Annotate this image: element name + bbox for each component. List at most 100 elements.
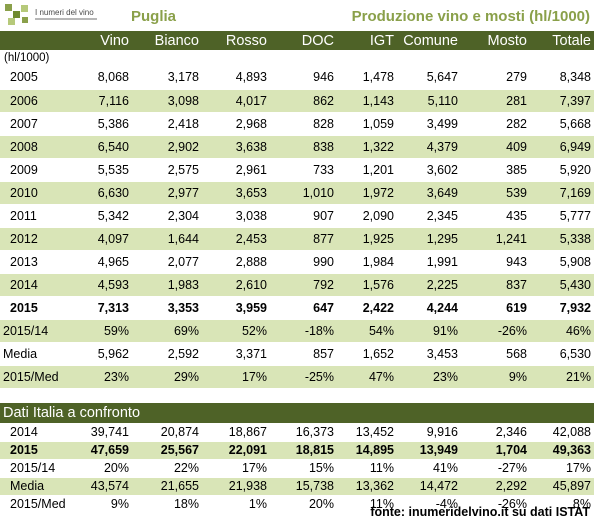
table-cell: 1,201 xyxy=(337,158,397,182)
table-cell: 13,452 xyxy=(337,423,397,442)
empty-cell xyxy=(0,388,72,403)
table-cell: 15% xyxy=(270,459,337,478)
table-row: 2009 5,535 2,575 2,961 733 1,201 3,602 385 5,920 xyxy=(0,158,594,182)
table-cell: 1% xyxy=(202,495,270,514)
table-row: 2014 4,593 1,983 2,610 792 1,576 2,225 837 5,430 xyxy=(0,273,594,297)
column-header-row: Vino Bianco Rosso DOC IGT Comune Mosto Totale xyxy=(0,31,594,50)
table-cell: 4,244 xyxy=(397,296,461,320)
table-cell: 385 xyxy=(461,158,530,182)
table-cell: 2,961 xyxy=(202,158,270,182)
page-title: Produzione vino e mosti (hl/1000) xyxy=(351,8,590,25)
table-cell: 647 xyxy=(270,296,337,320)
table-cell: 6,630 xyxy=(72,181,132,205)
table-cell: 7,313 xyxy=(72,296,132,320)
table-cell: 1,478 xyxy=(337,66,397,90)
empty-cell xyxy=(72,388,132,403)
table-cell: -18% xyxy=(270,319,337,343)
italy-row: 2015/14 20% 22% 17% 15% 11% 41% -27% 17% xyxy=(0,459,594,478)
table-row: 2008 6,540 2,902 3,638 838 1,322 4,379 409 6,949 xyxy=(0,135,594,159)
table-cell: 857 xyxy=(270,342,337,366)
table-cell: 45,897 xyxy=(530,477,594,496)
table-cell: 20% xyxy=(270,495,337,514)
row-label: 2006 xyxy=(0,89,72,113)
table-cell: 22,091 xyxy=(202,441,270,460)
table-row: 2006 7,116 3,098 4,017 862 1,143 5,110 281 7,397 xyxy=(0,89,594,113)
table-row: 2013 4,965 2,077 2,888 990 1,984 1,991 943 5,908 xyxy=(0,250,594,274)
table-cell: 2,090 xyxy=(337,204,397,228)
table-cell: 838 xyxy=(270,135,337,159)
spacer-row xyxy=(0,388,594,403)
table-cell: 8,068 xyxy=(72,66,132,90)
table-cell: 69% xyxy=(132,319,202,343)
production-table: Vino Bianco Rosso DOC IGT Comune Mosto Totale (h… xyxy=(0,31,594,514)
table-cell: 17% xyxy=(202,459,270,478)
row-label: 2014 xyxy=(0,273,72,297)
table-cell: 17% xyxy=(202,365,270,389)
table-cell: 3,038 xyxy=(202,204,270,228)
table-cell: 539 xyxy=(461,181,530,205)
table-cell: 5,386 xyxy=(72,112,132,136)
row-label: 2010 xyxy=(0,181,72,205)
table-cell: 837 xyxy=(461,273,530,297)
column-header: Totale xyxy=(530,31,594,50)
empty-cell xyxy=(337,388,397,403)
empty-cell xyxy=(461,50,530,66)
table-cell: 435 xyxy=(461,204,530,228)
table-cell: 7,169 xyxy=(530,181,594,205)
column-header: Vino xyxy=(72,31,132,50)
column-header: IGT xyxy=(337,31,397,50)
table-cell: 17% xyxy=(530,459,594,478)
table-cell: 877 xyxy=(270,227,337,251)
table-cell: 1,322 xyxy=(337,135,397,159)
table-cell: 5,110 xyxy=(397,89,461,113)
table-cell: 13,362 xyxy=(337,477,397,496)
table-cell: 1,925 xyxy=(337,227,397,251)
column-header: Mosto xyxy=(461,31,530,50)
table-row: 2005 8,068 3,178 4,893 946 1,478 5,647 279 8,348 xyxy=(0,66,594,90)
table-cell: 21,655 xyxy=(132,477,202,496)
table-cell: 2,902 xyxy=(132,135,202,159)
table-cell: 1,972 xyxy=(337,181,397,205)
empty-cell xyxy=(72,50,132,66)
table-cell: 20,874 xyxy=(132,423,202,442)
table-cell: 1,704 xyxy=(461,441,530,460)
table-cell: 9,916 xyxy=(397,423,461,442)
table-cell: -27% xyxy=(461,459,530,478)
table-cell: -25% xyxy=(270,365,337,389)
table-cell: -4% xyxy=(397,495,461,514)
table-cell: 7,932 xyxy=(530,296,594,320)
table-cell: 2,346 xyxy=(461,423,530,442)
table-cell: 39,741 xyxy=(72,423,132,442)
italy-section-title: Dati Italia a confronto xyxy=(0,403,594,423)
column-header: Rosso xyxy=(202,31,270,50)
source-footer: fonte: inumeridelvino.it su dati ISTAT xyxy=(370,505,590,519)
table-cell: -26% xyxy=(461,495,530,514)
logo: I numeri del vino xyxy=(3,2,103,28)
italy-row: 2015 47,659 25,567 22,091 18,815 14,895 13,949… xyxy=(0,441,594,460)
table-cell: 3,638 xyxy=(202,135,270,159)
table-cell: 13,949 xyxy=(397,441,461,460)
table-cell: 8% xyxy=(530,495,594,514)
table-cell: 4,379 xyxy=(397,135,461,159)
italy-row: 2014 39,741 20,874 18,867 16,373 13,452 9,916 2… xyxy=(0,423,594,442)
table-cell: 3,959 xyxy=(202,296,270,320)
table-cell: 47% xyxy=(337,365,397,389)
table-cell: 2,610 xyxy=(202,273,270,297)
empty-cell xyxy=(132,388,202,403)
table-cell: 5,920 xyxy=(530,158,594,182)
table-cell: 41% xyxy=(397,459,461,478)
table-cell: 3,649 xyxy=(397,181,461,205)
table-cell: 1,991 xyxy=(397,250,461,274)
table-cell: 14,472 xyxy=(397,477,461,496)
row-label: 2009 xyxy=(0,158,72,182)
empty-cell xyxy=(270,388,337,403)
table-cell: 2,422 xyxy=(337,296,397,320)
table-cell: 3,653 xyxy=(202,181,270,205)
table-cell: 2,304 xyxy=(132,204,202,228)
table-cell: 49,363 xyxy=(530,441,594,460)
table-cell: 2,977 xyxy=(132,181,202,205)
table-cell: 18,815 xyxy=(270,441,337,460)
empty-cell xyxy=(397,388,461,403)
table-cell: 6,540 xyxy=(72,135,132,159)
table-cell: 1,644 xyxy=(132,227,202,251)
